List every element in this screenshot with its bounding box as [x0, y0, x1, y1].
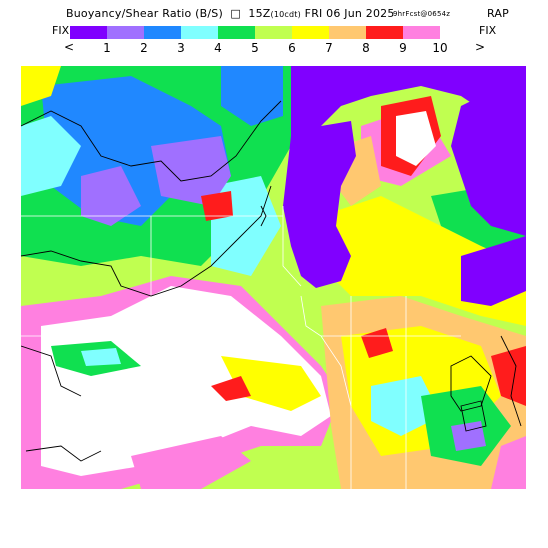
run-note: (10cdt) [270, 10, 301, 19]
legend-swatch-2 [107, 26, 144, 39]
run-date: FRI 06 Jun 2025 [304, 7, 395, 20]
title-separator: □ [226, 7, 245, 20]
state-borders [21, 206, 461, 489]
field-purple-se [451, 421, 486, 451]
contour-7 [500, 335, 522, 427]
field-blue-n [221, 66, 283, 126]
ratio-field [21, 66, 526, 489]
border-3 [282, 206, 302, 287]
contour-1 [21, 100, 282, 182]
prev-arrow-icon[interactable]: < [64, 40, 75, 54]
field-pink-se [491, 436, 526, 489]
field-white-sw [41, 286, 331, 476]
contour-5 [450, 355, 492, 412]
legend-tick-1: 1 [103, 41, 111, 55]
legend-tick-5: 5 [251, 41, 259, 55]
great-lakes [283, 66, 526, 306]
map-title: Buoyancy/Shear Ratio (B/S) □ 15Z(10cdt) … [66, 7, 395, 20]
contour-lines [21, 100, 522, 462]
legend-swatch-10 [403, 26, 440, 39]
contour-6 [460, 400, 487, 432]
field-red-se2 [491, 346, 526, 406]
contour-8 [260, 205, 267, 227]
field-purple-nw [151, 136, 231, 206]
lake-huron [451, 86, 526, 236]
legend-tick-10: 10 [432, 41, 448, 55]
title-text: Buoyancy/Shear Ratio (B/S) [66, 7, 223, 20]
run-time: 15Z [248, 7, 271, 20]
color-legend [70, 26, 440, 39]
fix-right-label[interactable]: FIX [479, 24, 497, 37]
legend-tick-8: 8 [362, 41, 370, 55]
contour-4 [25, 445, 102, 462]
field-yellow-nw [21, 66, 61, 106]
legend-swatch-5 [218, 26, 255, 39]
legend-tick-2: 2 [140, 41, 148, 55]
legend-tick-7: 7 [325, 41, 333, 55]
model-name: RAP [487, 7, 509, 20]
field-cyan-nw [21, 116, 81, 196]
weather-map [21, 66, 526, 489]
legend-swatch-7 [292, 26, 329, 39]
field-red-s [211, 376, 251, 401]
legend-swatch-1 [70, 26, 107, 39]
legend-swatch-9 [366, 26, 403, 39]
legend-tick-6: 6 [288, 41, 296, 55]
lake-michigan [283, 121, 356, 288]
contour-2 [21, 185, 272, 297]
field-red-se1 [361, 328, 393, 358]
legend-tick-3: 3 [177, 41, 185, 55]
lake-erie [461, 236, 526, 306]
field-red-w [201, 191, 233, 221]
legend-swatch-3 [144, 26, 181, 39]
field-purple-nw2 [81, 166, 141, 226]
field-cyan-sw [81, 348, 121, 366]
legend-swatch-8 [329, 26, 366, 39]
field-white-e [396, 111, 436, 166]
field-yellow-s [221, 356, 321, 411]
legend-tick-9: 9 [399, 41, 407, 55]
legend-swatch-6 [255, 26, 292, 39]
lake-superior [291, 66, 526, 141]
legend-tick-4: 4 [214, 41, 222, 55]
fix-left-label[interactable]: FIX [52, 24, 70, 37]
field-magenta-sw [131, 436, 251, 489]
header: Buoyancy/Shear Ratio (B/S) □ 15Z(10cdt) … [0, 0, 548, 62]
forecast-info: 9hrFcst@0654z [393, 10, 451, 18]
next-arrow-icon[interactable]: > [475, 40, 486, 54]
contour-3 [21, 345, 82, 397]
legend-swatch-4 [181, 26, 218, 39]
